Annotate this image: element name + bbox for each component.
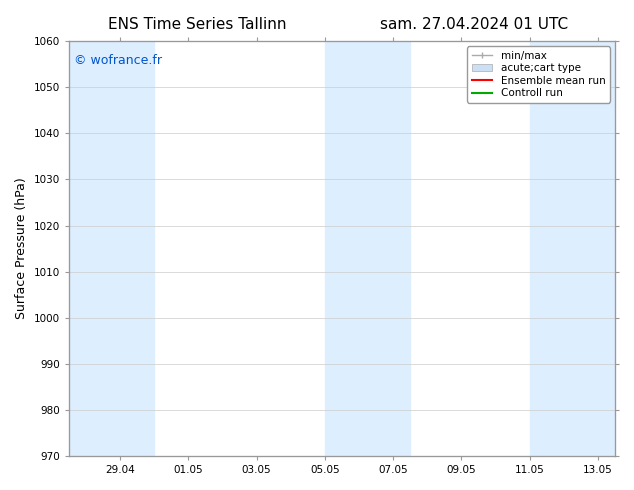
- Text: © wofrance.fr: © wofrance.fr: [74, 54, 162, 67]
- Y-axis label: Surface Pressure (hPa): Surface Pressure (hPa): [15, 178, 28, 319]
- Text: ENS Time Series Tallinn: ENS Time Series Tallinn: [108, 17, 287, 32]
- Bar: [325, 41, 410, 456]
- Legend: min/max, acute;cart type, Ensemble mean run, Controll run: min/max, acute;cart type, Ensemble mean …: [467, 47, 610, 102]
- Text: sam. 27.04.2024 01 UTC: sam. 27.04.2024 01 UTC: [380, 17, 569, 32]
- Bar: [69, 41, 154, 456]
- Bar: [529, 41, 615, 456]
